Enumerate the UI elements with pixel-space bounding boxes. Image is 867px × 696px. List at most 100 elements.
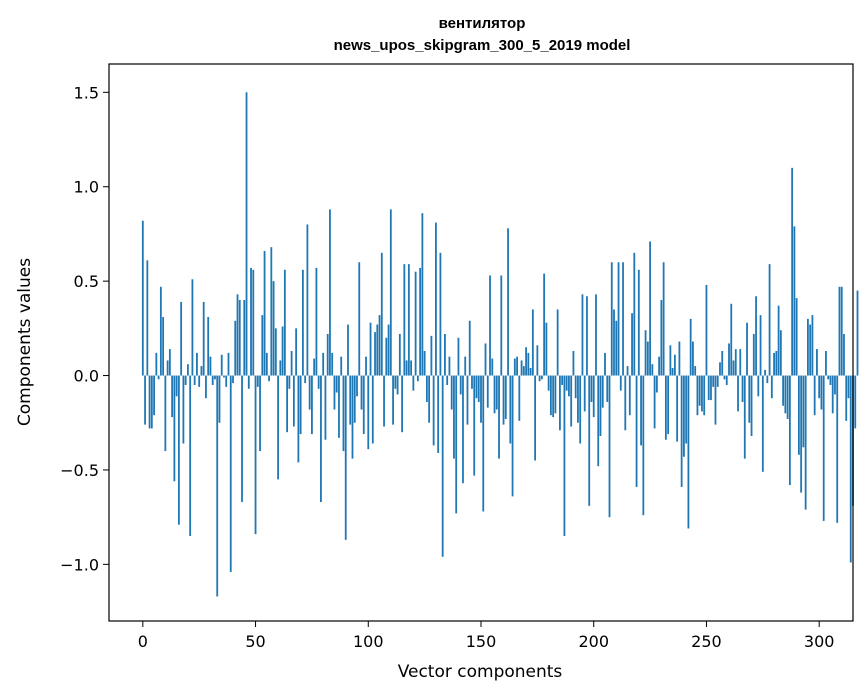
bar-component-250 [705,284,708,376]
bar-component-148 [475,375,478,399]
bar-component-243 [689,318,692,376]
bar-component-256 [719,362,721,376]
bar-component-26 [200,366,203,376]
bar-component-70 [299,375,302,435]
bar-component-156 [493,375,496,414]
x-tick-label: 50 [245,632,265,651]
bar-component-60 [277,375,279,480]
bar-component-255 [716,375,719,387]
bar-component-266 [741,375,744,402]
bar-component-105 [378,315,381,376]
bar-series [141,92,859,597]
bar-component-146 [471,375,473,389]
bar-component-214 [624,375,627,431]
bar-component-48 [250,267,252,376]
bar-component-309 [838,286,841,376]
bar-component-184 [556,309,559,376]
bar-component-136 [448,356,451,376]
bar-component-76 [313,358,316,376]
bar-component-164 [511,375,514,497]
x-axis-label: Vector components [398,662,563,682]
bar-component-236 [673,354,676,376]
bar-component-273 [757,375,760,397]
bar-component-21 [189,375,192,537]
bar-component-41 [234,320,237,376]
bar-component-75 [311,375,313,435]
y-tick-label: −0.5 [60,461,99,480]
bar-component-253 [712,375,715,387]
bar-component-174 [534,375,537,461]
bar-component-78 [317,375,320,389]
bar-component-31 [211,375,214,385]
bar-component-302 [822,375,825,521]
bar-component-177 [540,375,543,380]
bar-component-16 [177,375,180,525]
bar-component-208 [610,262,613,376]
bar-component-110 [389,209,392,376]
bar-component-267 [743,375,746,459]
bar-component-269 [748,375,751,423]
bar-component-284 [782,375,785,406]
bar-component-13 [171,375,174,418]
bar-component-101 [369,322,372,376]
bar-component-213 [622,262,624,376]
bar-component-225 [649,241,651,376]
bar-component-187 [563,375,566,537]
bar-component-185 [559,375,561,431]
bar-component-234 [669,345,672,376]
bar-component-190 [570,375,573,427]
bar-component-86 [335,375,338,393]
bar-component-197 [586,296,588,376]
bar-component-238 [678,341,681,376]
bar-component-115 [401,375,403,433]
bar-component-94 [353,375,356,423]
bar-component-178 [543,273,546,376]
y-tick-label: 0.0 [74,367,99,386]
bar-component-263 [734,349,737,376]
bar-component-199 [590,375,593,402]
bar-component-152 [484,343,487,376]
bar-component-77 [315,267,318,376]
bar-component-82 [326,334,329,376]
bar-component-186 [561,375,564,385]
bar-component-135 [446,375,449,385]
bar-component-313 [847,375,850,399]
bar-component-257 [721,351,724,376]
bar-component-276 [764,369,766,376]
bar-component-133 [441,375,444,557]
bar-component-87 [338,375,340,438]
bar-component-27 [202,301,205,376]
bar-component-56 [268,375,270,382]
bar-component-296 [809,324,812,376]
bar-component-248 [701,375,703,412]
bar-component-150 [480,375,482,423]
bar-component-289 [793,226,796,376]
bar-component-18 [182,375,185,444]
bar-component-200 [592,375,595,418]
x-tick-label: 200 [578,632,609,651]
bar-component-167 [518,375,521,421]
bar-component-193 [577,375,579,423]
bar-component-25 [198,375,201,387]
bar-component-172 [529,367,532,376]
bar-component-173 [531,309,534,376]
x-tick-label: 0 [138,632,148,651]
bar-component-166 [516,356,518,376]
bar-component-9 [162,317,165,376]
bar-component-204 [601,375,604,408]
bar-component-137 [450,375,453,410]
bar-component-317 [856,290,859,376]
bar-component-247 [698,375,701,406]
bar-component-230 [660,300,663,376]
x-axis-ticks: 0 50 100 150 200 250 300 [138,621,834,651]
bar-component-285 [784,375,787,414]
bar-component-194 [579,375,582,444]
bar-component-1 [144,375,146,425]
bar-component-281 [775,351,778,376]
plot-area-frame [108,63,854,622]
bar-component-202 [597,375,600,467]
bar-component-147 [473,375,476,476]
bar-component-126 [425,375,428,402]
bar-component-305 [829,375,832,385]
